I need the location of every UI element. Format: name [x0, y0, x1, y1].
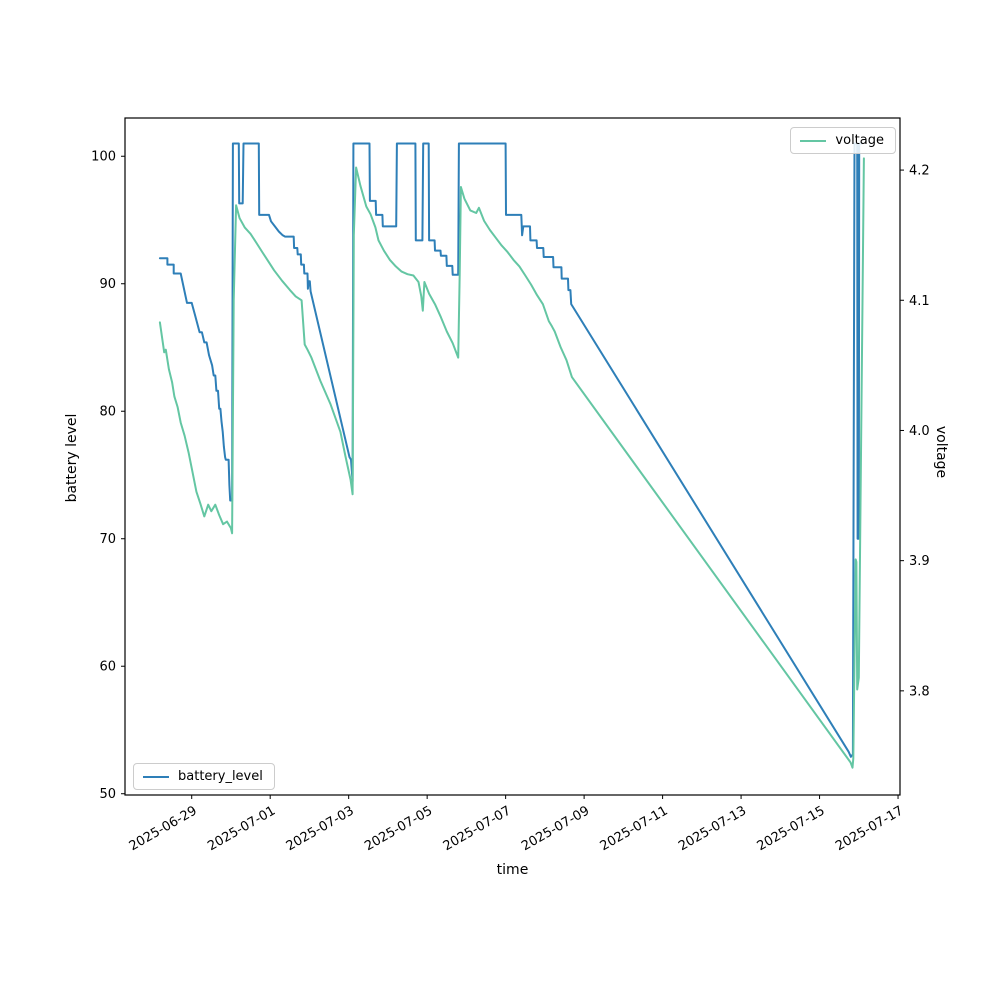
left-tick-label: 100	[91, 150, 116, 165]
x-tick-label: 2025-07-13	[676, 803, 749, 854]
left-tick-label: 80	[99, 405, 116, 420]
right-y-axis-label: voltage	[933, 425, 949, 479]
left-tick-label: 70	[99, 532, 116, 547]
right-tick-label: 3.8	[909, 684, 930, 699]
left-y-axis-label: battery level	[64, 413, 80, 503]
x-tick-label: 2025-07-11	[598, 803, 671, 854]
plot-border	[124, 117, 901, 796]
x-tick-label: 2025-07-01	[205, 803, 278, 854]
x-tick-label: 2025-07-03	[284, 803, 357, 854]
legend-voltage: voltage	[790, 127, 896, 154]
voltage-line	[158, 157, 865, 769]
right-tick-label: 4.2	[909, 164, 930, 179]
right-tick-label: 4.0	[909, 424, 930, 439]
battery-level-legend-line-sample	[143, 775, 169, 778]
voltage-legend-label: voltage	[835, 133, 884, 148]
right-tick-label: 4.1	[909, 294, 930, 309]
x-tick-label: 2025-07-17	[833, 803, 906, 854]
right-tick-label: 3.9	[909, 554, 930, 569]
x-tick-label: 2025-07-07	[441, 803, 514, 854]
battery_level-line	[158, 142, 863, 758]
left-tick-label: 90	[99, 277, 116, 292]
x-tick-label: 2025-06-29	[127, 803, 200, 854]
voltage-legend-line-sample	[800, 139, 827, 142]
battery-level-legend-label: battery_level	[178, 769, 263, 784]
x-tick-label: 2025-07-15	[755, 803, 828, 854]
x-axis-label: time	[496, 862, 529, 878]
left-tick-label: 60	[99, 660, 116, 675]
legend-battery-level: battery_level	[133, 763, 275, 790]
x-tick-label: 2025-07-05	[362, 803, 435, 854]
x-tick-label: 2025-07-09	[519, 803, 592, 854]
left-tick-label: 50	[99, 787, 116, 802]
